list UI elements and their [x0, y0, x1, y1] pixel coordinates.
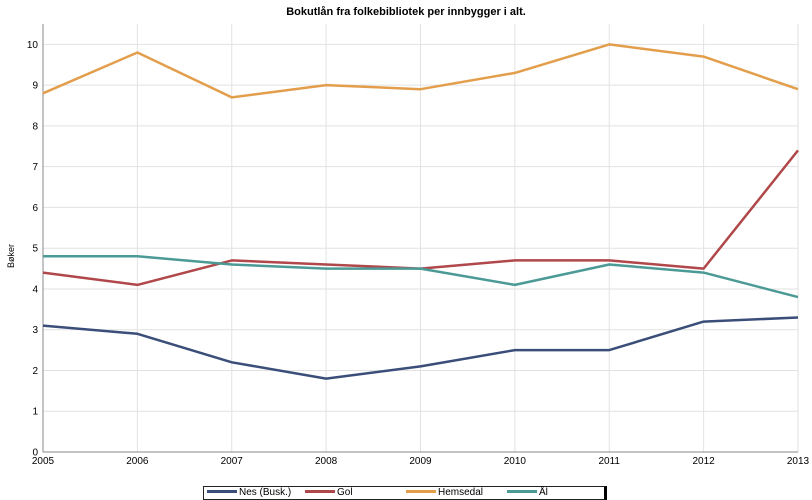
series-line-nes-busk: [42, 316, 799, 380]
y-tick-label: 3: [32, 325, 38, 336]
y-tick-label: 1: [32, 407, 38, 418]
x-tick-label: 2011: [598, 456, 620, 467]
legend-label: Ål: [539, 487, 548, 498]
legend-swatch: [507, 489, 537, 493]
x-tick-label: 2008: [315, 456, 338, 467]
legend-label: Hemsedal: [438, 487, 484, 498]
y-tick-label: 9: [32, 81, 38, 92]
legend-label: Nes (Busk.): [239, 487, 292, 498]
legend-item: Ål: [507, 487, 548, 499]
y-tick-label: 6: [32, 203, 38, 214]
y-tick-label: 2: [32, 366, 38, 377]
legend-swatch: [305, 489, 335, 493]
y-axis-label: Bøker: [6, 244, 16, 268]
x-tick-label: 2013: [787, 456, 810, 467]
x-tick-label: 2010: [504, 456, 527, 467]
x-tick-label: 2005: [32, 456, 55, 467]
y-tick-label: 10: [27, 40, 39, 51]
tick-labels: 0 1 2 3 4 5 6 7 8 9 10 2005 2006 2007 2008 2009 2010 2011…: [27, 40, 810, 467]
y-tick-label: 8: [32, 121, 38, 132]
x-tick-label: 2006: [126, 456, 149, 467]
x-tick-label: 2012: [693, 456, 716, 467]
series-lines: [42, 43, 799, 380]
x-tick-label: 2009: [409, 456, 432, 467]
axes: [42, 24, 798, 453]
series-line--l: [43, 255, 799, 299]
y-tick-label: 4: [32, 284, 38, 295]
y-tick-label: 7: [32, 162, 38, 173]
chart-title: Bokutlån fra folkebibliotek per innbygge…: [286, 6, 526, 18]
legend-swatch: [207, 489, 237, 493]
series-line-hemsedal: [42, 43, 799, 99]
legend-swatch: [406, 489, 436, 493]
legend-item: Nes (Busk.): [207, 487, 291, 499]
line-chart: 0 1 2 3 4 5 6 7 8 9 10 2005 2006 2007 2008 2009 2010 2011…: [6, 24, 810, 467]
legend-item: Hemsedal: [406, 487, 483, 499]
legend-label: Gol: [337, 487, 353, 498]
legend-item: Gol: [305, 487, 353, 499]
x-tick-label: 2007: [221, 456, 244, 467]
y-tick-label: 0: [32, 448, 38, 459]
y-tick-label: 5: [32, 244, 38, 255]
